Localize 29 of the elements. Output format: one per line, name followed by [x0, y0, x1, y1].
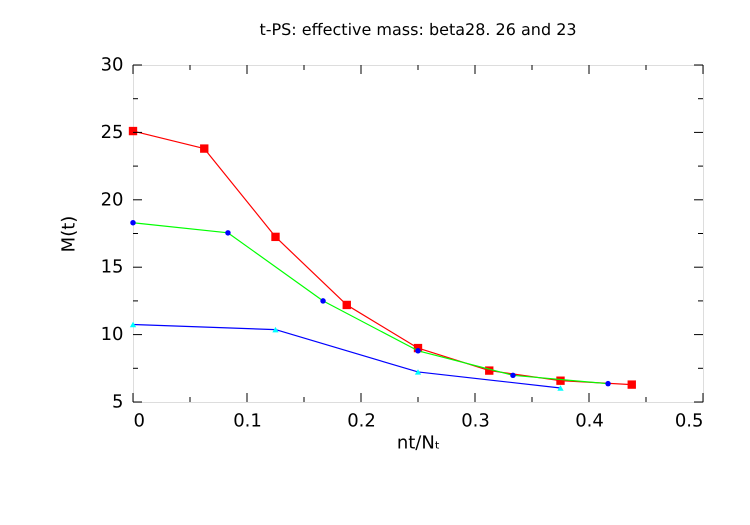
- point: [342, 300, 351, 310]
- y-tick-label: 15: [100, 256, 124, 278]
- point: [605, 380, 611, 386]
- point: [628, 380, 636, 389]
- y-tick-label: 5: [112, 392, 124, 412]
- point: [200, 144, 208, 153]
- y-tick-label: 10: [100, 324, 124, 346]
- point: [414, 369, 422, 375]
- point: [272, 326, 279, 332]
- point: [510, 372, 516, 378]
- x-tick-label: 0.5: [674, 410, 704, 432]
- y-tick-label: 20: [100, 189, 124, 210]
- point: [557, 385, 564, 391]
- point: [130, 220, 136, 226]
- x-tick-label: 0.1: [233, 410, 262, 432]
- x-tick-label: 0.2: [347, 410, 376, 432]
- point: [320, 298, 326, 304]
- x-axis-title: nt/Nₜ: [396, 432, 440, 454]
- x-tick-label: 0.3: [461, 410, 490, 432]
- y-tick-label: 30: [100, 54, 124, 76]
- y-axis-title: M(t): [58, 216, 80, 252]
- x-tick-label: 0: [134, 410, 145, 432]
- point: [271, 232, 280, 242]
- chart-title: t-PS: effective mass: beta28. 26 and 23: [259, 20, 577, 39]
- y-tick-label: 25: [100, 122, 124, 143]
- x-tick-label: 0.4: [575, 410, 604, 432]
- point: [130, 322, 136, 328]
- point: [225, 230, 231, 236]
- point: [415, 348, 421, 354]
